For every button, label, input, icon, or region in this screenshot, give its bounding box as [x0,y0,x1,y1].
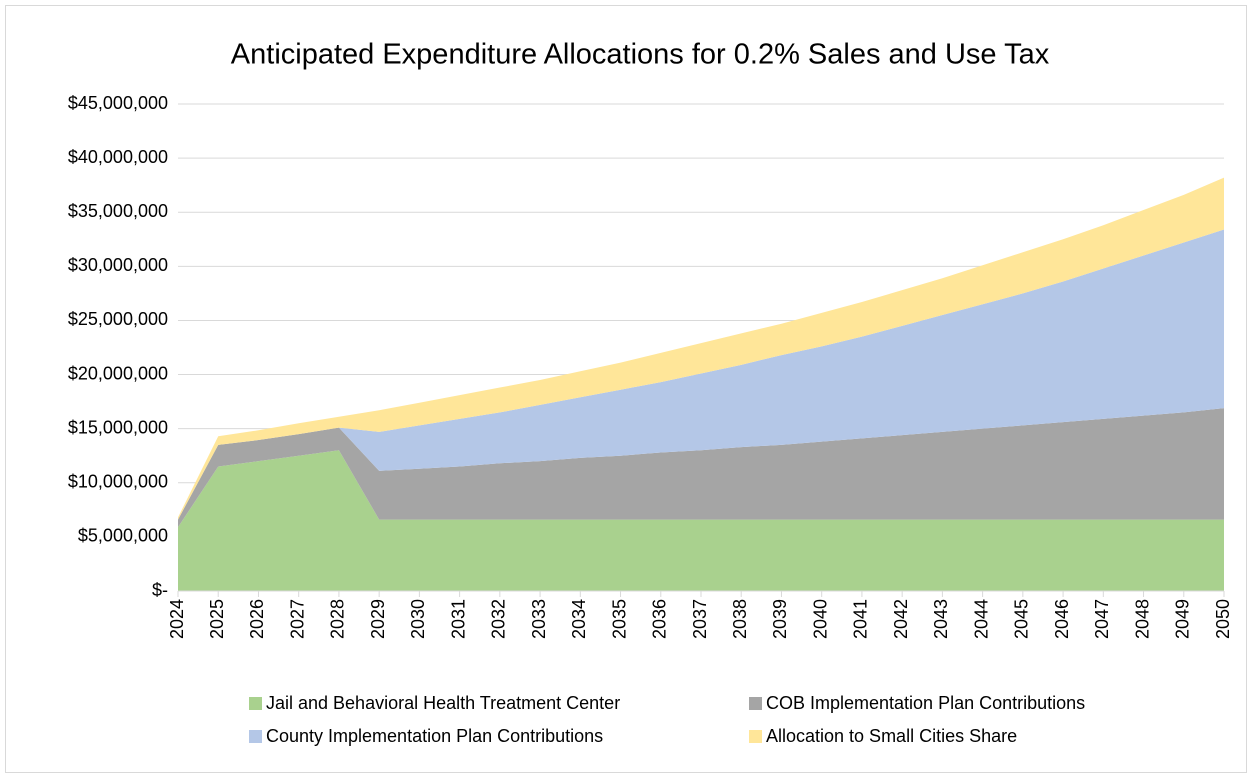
y-tick-label: $30,000,000 [68,255,168,275]
x-tick-label: 2037 [690,599,710,639]
x-tick-label: 2036 [650,599,670,639]
area [178,229,1224,520]
y-tick-label: $45,000,000 [68,93,168,113]
x-tick-label: 2027 [287,599,307,639]
x-tick-label: 2049 [1173,599,1193,639]
x-tick-label: 2047 [1092,599,1112,639]
legend-label: Allocation to Small Cities Share [766,726,1017,746]
legend-swatch [749,730,762,743]
x-tick-label: 2024 [167,599,187,639]
legend-swatch [749,697,762,710]
x-tick-label: 2040 [810,599,830,639]
chart-title: Anticipated Expenditure Allocations for … [231,39,1050,71]
legend-label: COB Implementation Plan Contributions [766,693,1085,713]
x-tick-label: 2042 [891,599,911,639]
legend-swatch [249,730,262,743]
y-tick-label: $40,000,000 [68,147,168,167]
x-tick-label: 2045 [1012,599,1032,639]
x-tick-label: 2032 [489,599,509,639]
area [178,177,1224,520]
y-tick-label: $15,000,000 [68,417,168,437]
x-tick-label: 2026 [247,599,267,639]
legend-label: Jail and Behavioral Health Treatment Cen… [266,693,620,713]
y-tick-label: $- [152,580,168,600]
x-tick-label: 2046 [1052,599,1072,639]
legend-label: County Implementation Plan Contributions [266,726,603,746]
x-tick-label: 2050 [1213,599,1233,639]
y-tick-label: $20,000,000 [68,363,168,383]
y-tick-label: $25,000,000 [68,309,168,329]
x-tick-label: 2038 [730,599,750,639]
x-tick-label: 2041 [851,599,871,639]
y-tick-label: $35,000,000 [68,201,168,221]
legend-swatch [249,697,262,710]
x-tick-label: 2039 [770,599,790,639]
x-tick-label: 2048 [1132,599,1152,639]
y-tick-label: $10,000,000 [68,472,168,492]
x-tick-label: 2025 [207,599,227,639]
area [178,450,1224,591]
area [178,408,1224,528]
x-tick-label: 2035 [609,599,629,639]
x-tick-label: 2031 [448,599,468,639]
x-tick-label: 2028 [328,599,348,639]
y-tick-label: $5,000,000 [78,526,168,546]
x-tick-label: 2034 [569,599,589,639]
x-tick-label: 2044 [971,599,991,639]
x-tick-label: 2043 [931,599,951,639]
x-tick-label: 2030 [408,599,428,639]
x-tick-label: 2029 [368,599,388,639]
x-tick-label: 2033 [529,599,549,639]
